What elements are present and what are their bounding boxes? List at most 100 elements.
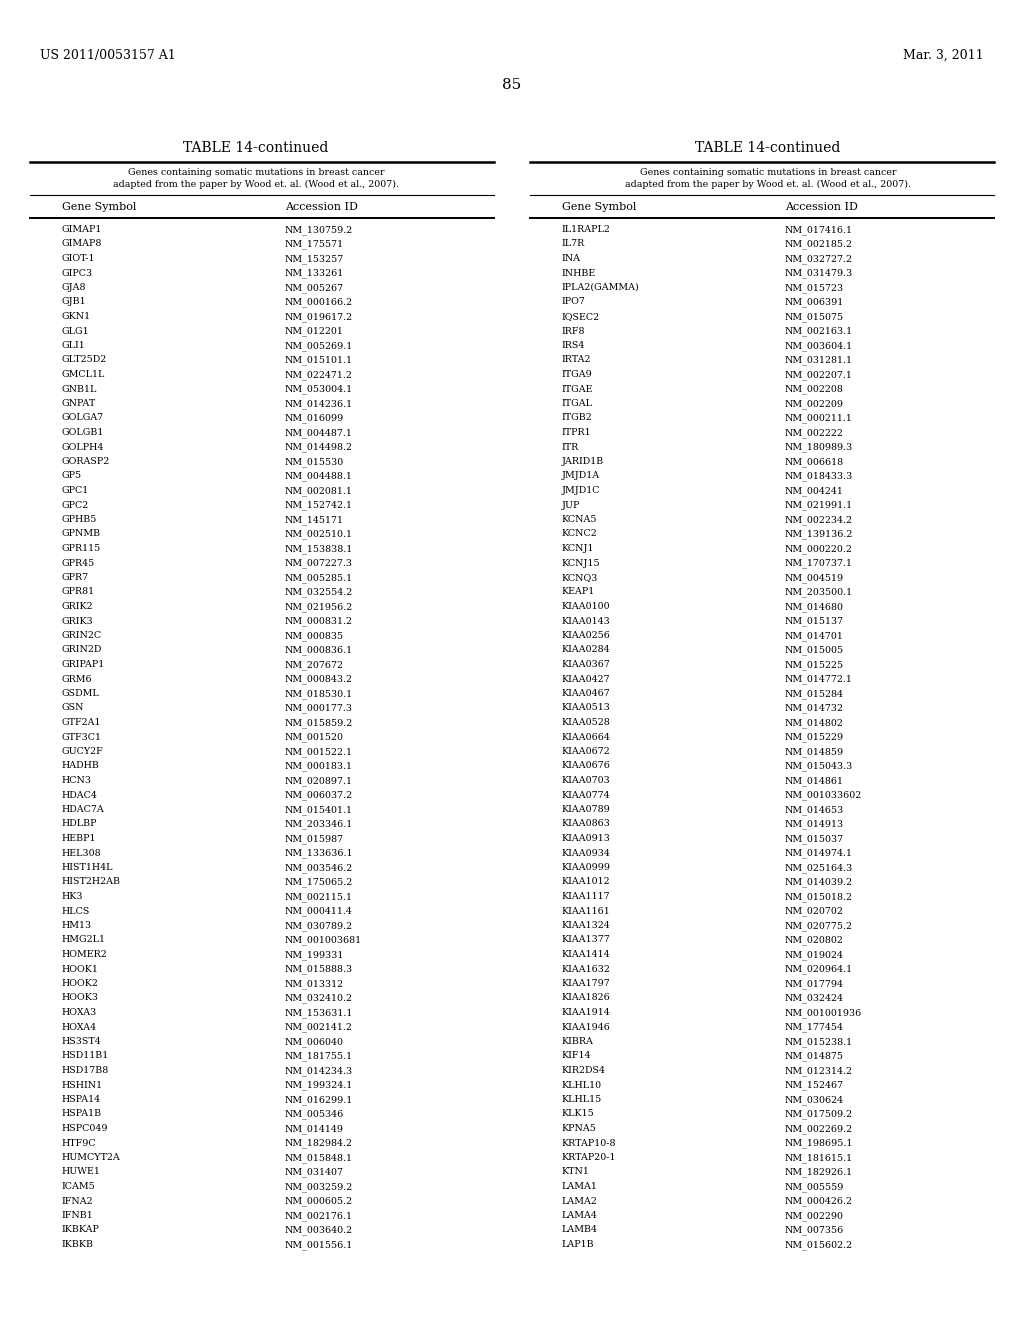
Text: Accession ID: Accession ID	[285, 202, 357, 213]
Text: KCNQ3: KCNQ3	[562, 573, 598, 582]
Text: NM_180989.3: NM_180989.3	[785, 442, 853, 453]
Text: HOOK3: HOOK3	[62, 994, 99, 1002]
Text: NM_181615.1: NM_181615.1	[785, 1152, 853, 1163]
Text: NM_002176.1: NM_002176.1	[285, 1210, 353, 1221]
Text: NM_002115.1: NM_002115.1	[285, 892, 353, 902]
Text: NM_002081.1: NM_002081.1	[285, 486, 353, 496]
Text: KCNJ1: KCNJ1	[562, 544, 595, 553]
Text: NM_014701: NM_014701	[785, 631, 844, 640]
Text: GNB1L: GNB1L	[62, 384, 97, 393]
Text: GLG1: GLG1	[62, 326, 90, 335]
Text: NM_182926.1: NM_182926.1	[785, 1167, 853, 1177]
Text: NM_003604.1: NM_003604.1	[785, 341, 853, 351]
Text: NM_170737.1: NM_170737.1	[785, 558, 853, 568]
Text: Mar. 3, 2011: Mar. 3, 2011	[903, 49, 984, 62]
Text: Gene Symbol: Gene Symbol	[62, 202, 136, 213]
Text: IRF8: IRF8	[562, 326, 586, 335]
Text: HSPA14: HSPA14	[62, 1096, 101, 1104]
Text: NM_004241: NM_004241	[785, 486, 844, 496]
Text: GRM6: GRM6	[62, 675, 92, 684]
Text: INA: INA	[562, 253, 581, 263]
Text: NM_014149: NM_014149	[285, 1125, 344, 1134]
Text: NM_031479.3: NM_031479.3	[785, 268, 853, 279]
Text: KIBRA: KIBRA	[562, 1038, 594, 1045]
Text: KIAA0913: KIAA0913	[562, 834, 611, 843]
Text: HEL308: HEL308	[62, 849, 101, 858]
Text: KIAA1946: KIAA1946	[562, 1023, 611, 1031]
Text: NM_032410.2: NM_032410.2	[285, 994, 353, 1003]
Text: NM_030789.2: NM_030789.2	[285, 921, 353, 931]
Text: HOMER2: HOMER2	[62, 950, 108, 960]
Text: NM_003546.2: NM_003546.2	[285, 863, 353, 873]
Text: NM_032424: NM_032424	[785, 994, 844, 1003]
Text: HK3: HK3	[62, 892, 84, 902]
Text: NM_006391: NM_006391	[785, 297, 844, 308]
Text: KIAA0703: KIAA0703	[562, 776, 610, 785]
Text: KIAA0999: KIAA0999	[562, 863, 611, 873]
Text: NM_153838.1: NM_153838.1	[285, 544, 353, 553]
Text: NM_015284: NM_015284	[785, 689, 844, 698]
Text: GPR81: GPR81	[62, 587, 95, 597]
Text: HCN3: HCN3	[62, 776, 92, 785]
Text: KEAP1: KEAP1	[562, 587, 595, 597]
Text: GPC2: GPC2	[62, 500, 89, 510]
Text: NM_152467: NM_152467	[785, 1081, 844, 1090]
Text: NM_016099: NM_016099	[285, 413, 344, 424]
Text: GOLGB1: GOLGB1	[62, 428, 104, 437]
Text: KIAA0664: KIAA0664	[562, 733, 611, 742]
Text: GLI1: GLI1	[62, 341, 86, 350]
Text: KIAA0284: KIAA0284	[562, 645, 610, 655]
Text: NM_004487.1: NM_004487.1	[285, 428, 353, 438]
Text: HSD11B1: HSD11B1	[62, 1052, 110, 1060]
Text: Genes containing somatic mutations in breast cancer
adapted from the paper by Wo: Genes containing somatic mutations in br…	[113, 168, 399, 189]
Text: NM_002208: NM_002208	[785, 384, 844, 395]
Text: GRIN2C: GRIN2C	[62, 631, 102, 640]
Text: NM_020802: NM_020802	[785, 936, 844, 945]
Text: NM_003640.2: NM_003640.2	[285, 1225, 353, 1236]
Text: NM_014234.3: NM_014234.3	[285, 1067, 353, 1076]
Text: NM_015888.3: NM_015888.3	[285, 965, 353, 974]
Text: NM_002209: NM_002209	[785, 399, 844, 409]
Text: NM_145171: NM_145171	[285, 515, 344, 524]
Text: NM_014039.2: NM_014039.2	[785, 878, 853, 887]
Text: KCNC2: KCNC2	[562, 529, 598, 539]
Text: NM_014772.1: NM_014772.1	[785, 675, 853, 684]
Text: NM_014236.1: NM_014236.1	[285, 399, 353, 409]
Text: Gene Symbol: Gene Symbol	[562, 202, 636, 213]
Text: IRTA2: IRTA2	[562, 355, 592, 364]
Text: NM_175571: NM_175571	[285, 239, 344, 249]
Text: GOLGA7: GOLGA7	[62, 413, 104, 422]
Text: NM_002207.1: NM_002207.1	[785, 370, 853, 380]
Text: NM_001520: NM_001520	[285, 733, 344, 742]
Text: HOOK2: HOOK2	[62, 979, 99, 987]
Text: LAMA2: LAMA2	[562, 1196, 598, 1205]
Text: NM_018433.3: NM_018433.3	[785, 471, 853, 482]
Text: NM_133636.1: NM_133636.1	[285, 849, 353, 858]
Text: KIAA1012: KIAA1012	[562, 878, 610, 887]
Text: NM_014974.1: NM_014974.1	[785, 849, 853, 858]
Text: GLT25D2: GLT25D2	[62, 355, 108, 364]
Text: NM_000836.1: NM_000836.1	[285, 645, 353, 655]
Text: NM_017416.1: NM_017416.1	[785, 224, 853, 235]
Text: NM_014498.2: NM_014498.2	[285, 442, 353, 453]
Text: HOXA3: HOXA3	[62, 1008, 97, 1016]
Text: NM_153631.1: NM_153631.1	[285, 1008, 353, 1018]
Text: LAMB4: LAMB4	[562, 1225, 598, 1234]
Text: NM_006037.2: NM_006037.2	[285, 791, 353, 800]
Text: HSPA1B: HSPA1B	[62, 1110, 102, 1118]
Text: NM_053004.1: NM_053004.1	[285, 384, 353, 395]
Text: KIAA0100: KIAA0100	[562, 602, 610, 611]
Text: NM_000177.3: NM_000177.3	[285, 704, 353, 713]
Text: HUWE1: HUWE1	[62, 1167, 101, 1176]
Text: KIAA1414: KIAA1414	[562, 950, 610, 960]
Text: HSHIN1: HSHIN1	[62, 1081, 103, 1089]
Text: KIF14: KIF14	[562, 1052, 592, 1060]
Text: GJB1: GJB1	[62, 297, 87, 306]
Text: GPR7: GPR7	[62, 573, 89, 582]
Text: ITGAL: ITGAL	[562, 399, 593, 408]
Text: NM_139136.2: NM_139136.2	[785, 529, 853, 539]
Text: NM_022471.2: NM_022471.2	[285, 370, 353, 380]
Text: HOOK1: HOOK1	[62, 965, 99, 974]
Text: NM_152742.1: NM_152742.1	[285, 500, 353, 511]
Text: NM_002163.1: NM_002163.1	[785, 326, 853, 337]
